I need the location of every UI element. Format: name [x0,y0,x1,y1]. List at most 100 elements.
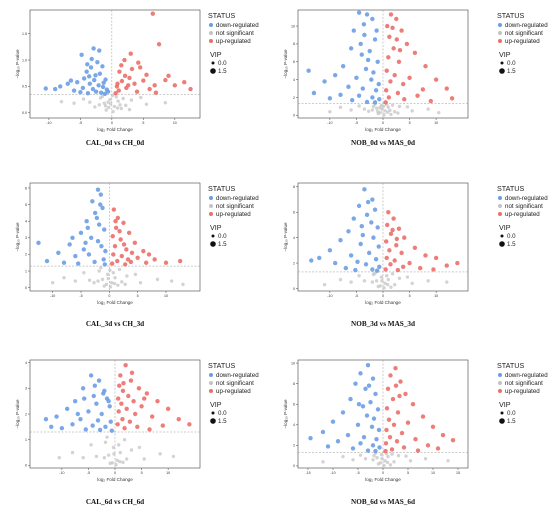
point-down-regulated [332,260,338,266]
point-down-regulated [44,258,50,264]
point-up-regulated [383,267,388,272]
x-tick-label: 0 [382,121,384,125]
point-not-significant [375,456,379,460]
point-up-regulated [177,258,183,264]
point-down-regulated [350,446,356,451]
y-tick-label: 10 [291,361,295,365]
point-up-regulated [415,448,421,453]
legend-swatch [498,23,502,27]
point-down-regulated [369,77,374,82]
point-up-regulated [404,41,410,47]
point-up-regulated [397,47,403,53]
point-up-regulated [384,255,389,261]
point-up-regulated [119,78,125,84]
point-down-regulated [370,267,375,272]
point-not-significant [372,453,376,458]
point-not-significant [50,280,55,285]
point-not-significant [118,450,123,455]
point-not-significant [97,269,101,273]
x-tick-label: 5 [409,121,411,125]
panel-caption: CAL_3d vs CH_3d [86,320,144,328]
y-tick-label: 2 [25,412,27,416]
point-down-regulated [92,259,97,265]
x-tick-label: -10 [327,294,332,298]
point-up-regulated [119,63,124,68]
point-down-regulated [365,57,371,63]
point-down-regulated [361,22,367,27]
point-not-significant [381,104,386,109]
point-up-regulated [388,262,393,267]
point-down-regulated [90,423,95,428]
point-up-regulated [149,414,155,419]
point-not-significant [142,457,146,461]
point-down-regulated [73,253,78,259]
point-up-regulated [394,236,400,242]
point-up-regulated [152,257,157,262]
point-not-significant [108,97,112,102]
point-not-significant [370,280,375,284]
legend-vip-size-marker [210,68,216,74]
point-down-regulated [67,242,72,247]
legend-vip-size-marker [499,418,505,424]
point-not-significant [129,98,134,102]
point-down-regulated [84,219,89,224]
point-not-significant [390,103,395,107]
point-not-significant [389,112,393,117]
point-down-regulated [97,48,102,53]
point-down-regulated [343,265,349,271]
point-not-significant [410,109,414,113]
point-up-regulated [428,98,434,104]
y-tick-label: 1.0 [22,58,27,62]
point-up-regulated [122,425,127,431]
point-down-regulated [54,414,59,419]
point-up-regulated [388,12,394,17]
point-up-regulated [135,255,140,260]
point-up-regulated [160,423,166,428]
panel-caption: NOB_3d vs MAS_3d [351,320,415,328]
point-not-significant [94,454,99,459]
point-down-regulated [375,407,381,412]
point-up-regulated [393,366,398,371]
point-up-regulated [386,55,391,60]
point-down-regulated [97,71,103,76]
point-not-significant [118,103,122,107]
point-not-significant [115,458,119,462]
point-up-regulated [121,220,126,226]
point-down-regulated [373,88,379,93]
legend-item-label: down-regulated [505,22,548,29]
point-down-regulated [369,424,375,430]
point-up-regulated [401,445,407,450]
x-tick-label: -10 [46,121,51,125]
point-not-significant [89,443,93,447]
point-up-regulated [124,406,129,412]
point-down-regulated [106,398,111,404]
point-up-regulated [402,235,407,240]
point-down-regulated [348,253,354,258]
panel-caption: CAL_6d vs CH_6d [86,498,144,506]
point-not-significant [124,103,128,108]
volcano-panel-5: -10 -5 0 5 10 0 1 2 3 4 log₂ Fold Change −log₁₀ P-v… [15,359,259,506]
point-up-regulated [137,65,143,70]
legend-swatch [209,23,213,27]
point-down-regulated [109,428,115,433]
volcano-panel-3: -10 -5 0 5 10 0 1 2 3 4 5 6 log₂ Fold Change −log₁₀ P… [15,182,259,328]
x-tick-label: 0 [382,471,384,475]
point-up-regulated [391,422,397,427]
point-down-regulated [371,416,377,421]
point-not-significant [129,448,134,452]
point-down-regulated [98,90,104,95]
point-down-regulated [90,199,95,204]
point-down-regulated [36,240,41,246]
point-not-significant [376,284,380,289]
point-up-regulated [431,267,436,272]
x-tick-label: 0 [108,294,110,298]
point-not-significant [374,106,379,110]
point-up-regulated [144,72,149,78]
panel-caption: CAL_0d vs CH_0d [86,139,144,147]
point-not-significant [169,279,174,283]
y-tick-label: 0.0 [22,111,27,115]
point-down-regulated [86,74,92,79]
point-down-regulated [325,444,331,449]
point-down-regulated [370,16,375,22]
